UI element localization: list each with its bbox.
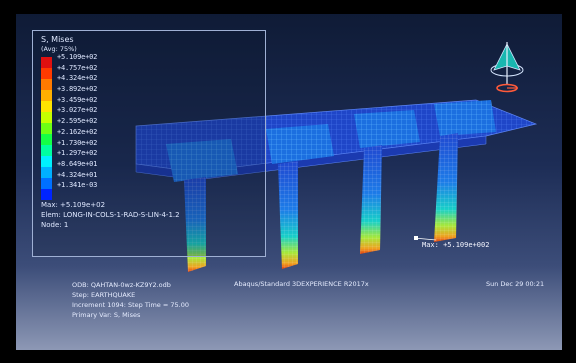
info-increment: Increment 1094: Step Time = 75.00 (72, 301, 189, 309)
legend-value: +4.757e+02 (57, 63, 98, 72)
legend-value: +1.730e+02 (57, 138, 98, 147)
legend-value: +3.892e+02 (57, 85, 98, 94)
legend-title: S, Mises (41, 35, 74, 44)
legend-swatch (41, 90, 52, 101)
info-odb: ODB: QAHTAN-0wz-KZ9Y2.odb (72, 281, 171, 289)
info-primary-var: Primary Var: S, Mises (72, 311, 141, 319)
legend-value: +8.649e+01 (57, 159, 98, 168)
info-step: Step: EARTHQUAKE (72, 291, 136, 299)
legend-node: Node: 1 (41, 221, 69, 229)
viewport-info: ODB: QAHTAN-0wz-KZ9Y2.odb Step: EARTHQUA… (72, 280, 189, 320)
contour-legend: S, Mises (Avg: 75%) +5.109e+02 +4.757e+02… (32, 30, 266, 257)
cap-beam-4 (434, 100, 496, 136)
legend-value: +3.459e+02 (57, 95, 98, 104)
legend-color-bar (41, 57, 52, 200)
legend-value: +1.297e+02 (57, 149, 98, 158)
legend-value: +3.027e+02 (57, 106, 98, 115)
legend-values: +5.109e+02 +4.757e+02 +4.324e+02 +3.892e+02… (57, 52, 97, 191)
legend-swatch (41, 123, 52, 134)
cap-beam-1 (166, 139, 238, 182)
legend-swatch (41, 145, 52, 156)
cap-beam-2 (266, 124, 334, 164)
legend-max: Max: +5.109e+02 (41, 201, 106, 209)
legend-swatch (41, 79, 52, 90)
legend-value: +4.324e+02 (57, 74, 98, 83)
column-2 (278, 161, 298, 269)
legend-swatch (41, 167, 52, 178)
info-date: Sun Dec 29 00:21 (486, 280, 545, 288)
cap-beam-3 (354, 110, 420, 148)
legend-swatch (41, 57, 52, 68)
legend-value: +4.324e+01 (57, 170, 98, 179)
column-3 (360, 145, 382, 254)
info-solver: Abaqus/Standard 3DEXPERIENCE R2017x (234, 280, 369, 288)
legend-subtitle: (Avg: 75%) (41, 45, 77, 53)
legend-swatch (41, 134, 52, 145)
legend-value: +2.162e+02 (57, 127, 98, 136)
viewport-canvas[interactable]: S, Mises (Avg: 75%) +5.109e+02 +4.757e+02… (16, 14, 562, 350)
max-marker (414, 236, 418, 240)
legend-value: +1.341e-03 (57, 181, 98, 190)
window-frame: S, Mises (Avg: 75%) +5.109e+02 +4.757e+02… (6, 6, 570, 357)
view-triad-icon[interactable] (478, 38, 536, 100)
max-callout: Max: +5.109e+002 (422, 241, 490, 249)
legend-swatch (41, 178, 52, 189)
column-4 (434, 133, 458, 242)
legend-swatch (41, 101, 52, 112)
legend-swatch (41, 112, 52, 123)
column-1 (184, 177, 206, 272)
bridge-model (135, 99, 538, 272)
legend-elem: Elem: LONG-IN-COLS-1-RAD-S-LIN-4-1.2 (41, 211, 180, 219)
legend-swatch (41, 68, 52, 79)
legend-value: +5.109e+02 (57, 53, 98, 61)
legend-value: +2.595e+02 (57, 117, 98, 126)
legend-swatch (41, 189, 52, 200)
legend-swatch (41, 156, 52, 167)
